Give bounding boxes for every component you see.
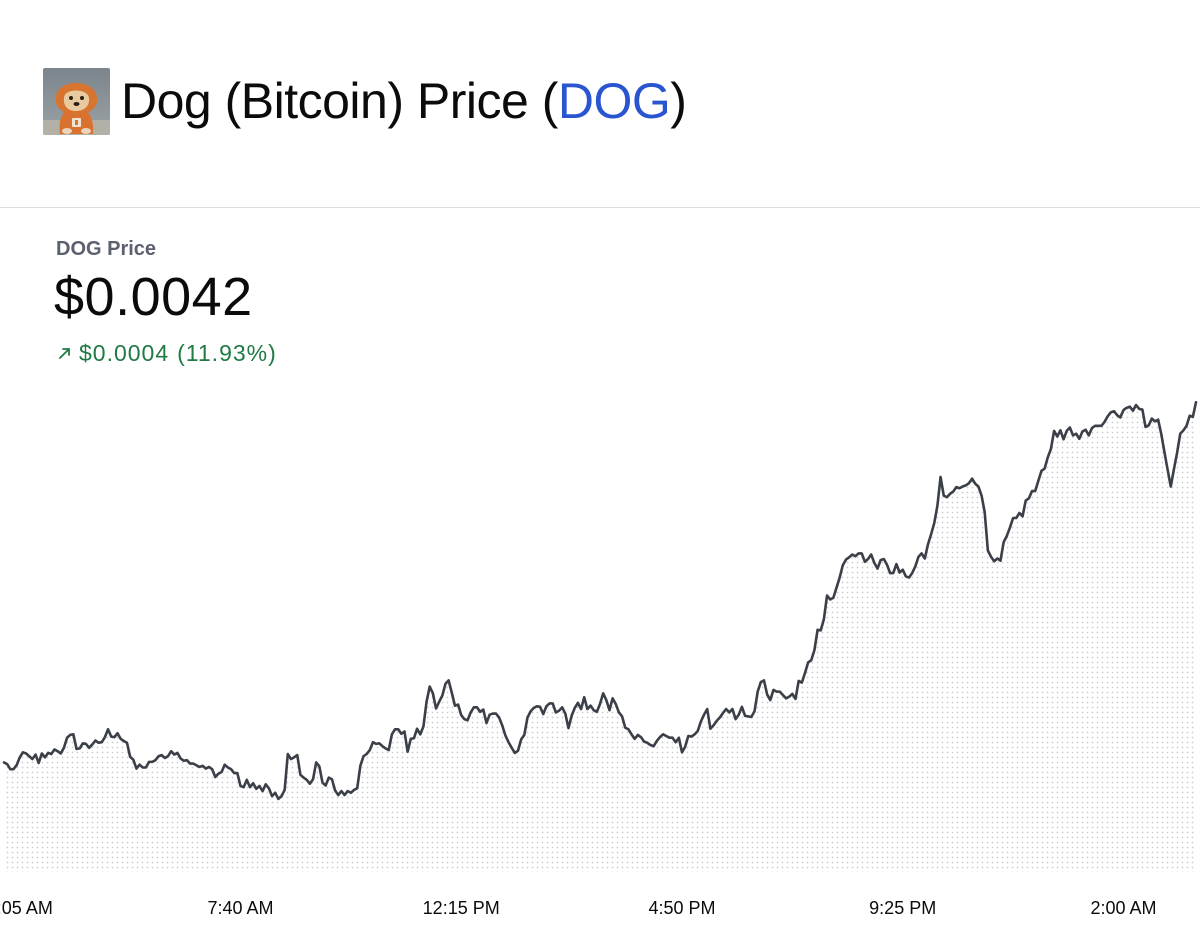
x-tick-label: 2:00 AM <box>1090 898 1156 918</box>
price-value: $0.0042 <box>54 267 253 327</box>
price-line <box>2 400 1198 801</box>
arrow-up-right-icon <box>57 340 73 367</box>
coin-name: Dog (Bitcoin) Price ( <box>121 73 558 129</box>
coin-symbol: DOG <box>557 73 671 129</box>
price-chart[interactable]: 3:05 AM 7:40 AM 12:15 PM 4:50 PM 9:25 PM 2:00… <box>0 380 1200 943</box>
x-tick-label: 7:40 AM <box>207 898 273 918</box>
price-change-amount: $0.0004 <box>79 340 170 366</box>
price-chart-svg: 3:05 AM 7:40 AM 12:15 PM 4:50 PM 9:25 PM 2:00… <box>0 400 1198 918</box>
price-label: DOG Price <box>56 238 157 260</box>
x-tick-label: 4:50 PM <box>648 898 715 918</box>
header-divider <box>0 207 1200 208</box>
x-axis: 3:05 AM 7:40 AM 12:15 PM 4:50 PM 9:25 PM 2:00… <box>0 898 1157 918</box>
price-change-percent: (11.93%) <box>177 340 277 366</box>
dog-in-orange-hoodie-icon <box>43 67 110 135</box>
x-tick-label: 3:05 AM <box>0 898 53 918</box>
x-tick-label: 9:25 PM <box>869 898 936 918</box>
title-close-paren: ) <box>670 73 687 129</box>
x-tick-label: 12:15 PM <box>423 898 500 918</box>
page-title: Dog (Bitcoin) Price (DOG) <box>121 73 687 129</box>
coin-header: Dog (Bitcoin) Price (DOG) <box>43 66 687 136</box>
price-area <box>4 402 1196 872</box>
price-change: $0.0004 (11.93%) <box>57 340 277 367</box>
